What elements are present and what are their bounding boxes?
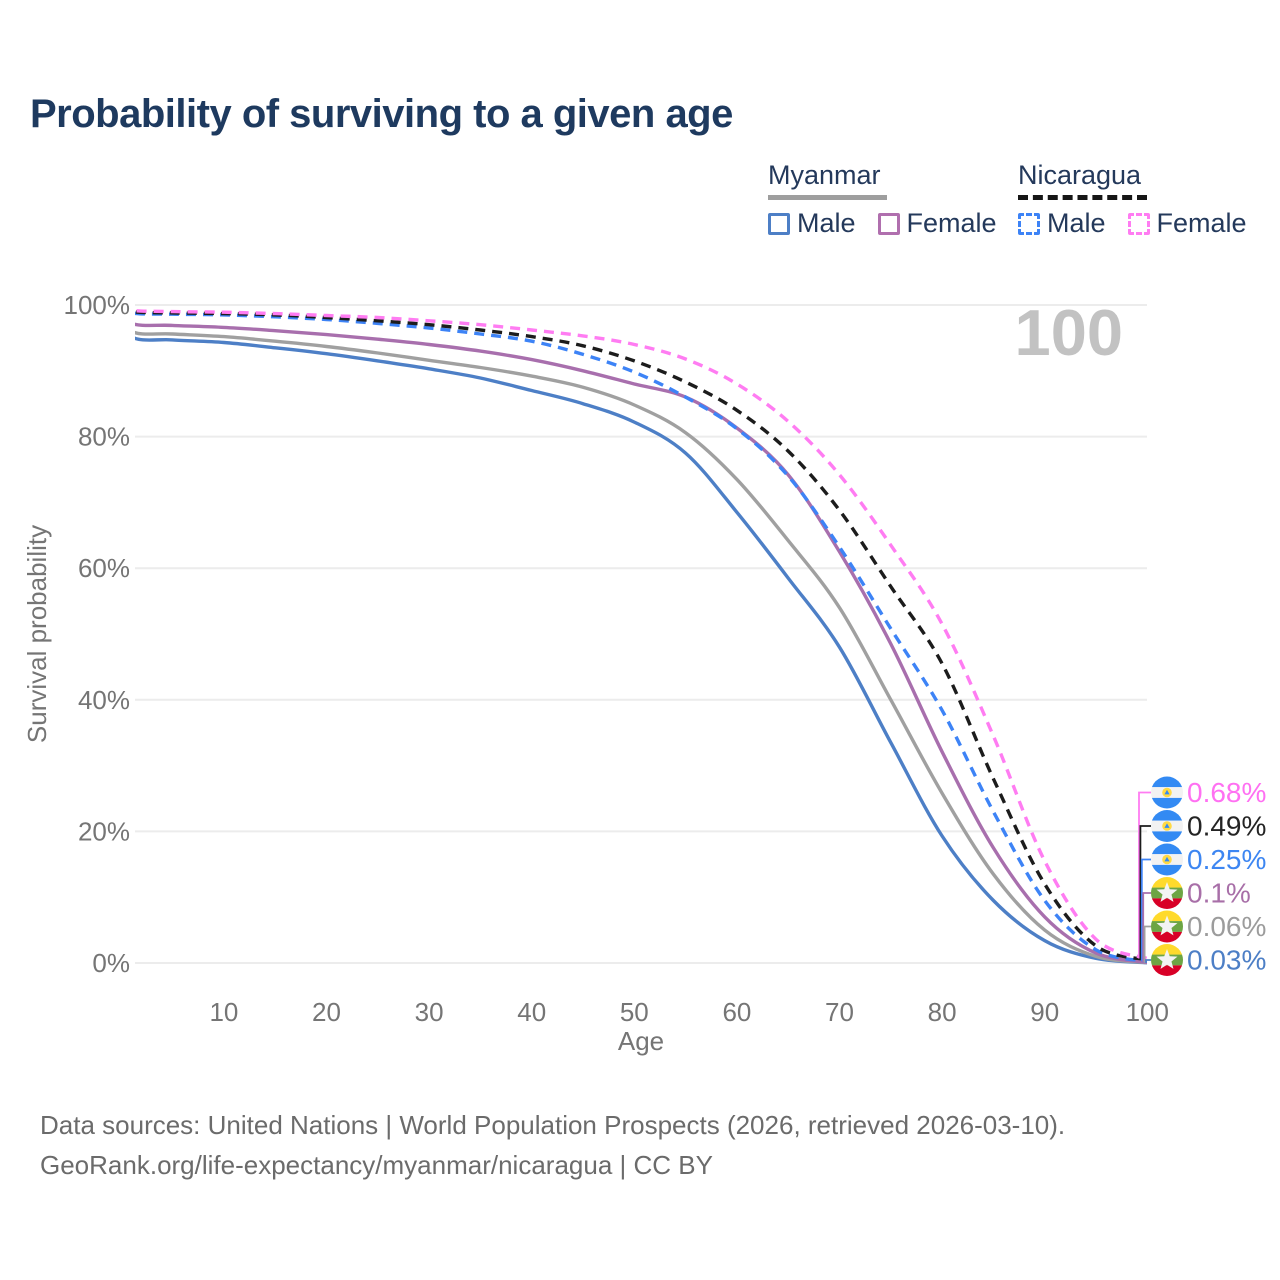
legend-item-nicaragua-female[interactable]: Female [1127,208,1247,239]
myanmar-male-swatch-icon[interactable] [768,212,790,235]
curve-myanmar-female[interactable] [121,305,1147,964]
end-value-label: 0.49% [1187,811,1266,842]
legend-country-nicaragua[interactable]: Nicaragua [1018,160,1148,200]
curve-nicaragua-male[interactable] [121,305,1147,964]
nicaragua-flag-icon [1151,776,1183,809]
end-value-label: 0.25% [1187,844,1266,875]
leader-line [1139,825,1151,960]
nicaragua-flag-icon [1151,810,1183,842]
x-axis-tick-label: 60 [722,997,751,1027]
page-title: Probability of surviving to a given age [30,92,733,136]
x-axis-tick-label: 90 [1030,997,1059,1027]
legend-item-myanmar-male[interactable]: Male [768,208,856,239]
nicaragua-male-swatch-icon[interactable] [1018,212,1040,235]
myanmar-female-swatch-icon[interactable] [877,212,900,235]
leader-line [1145,959,1151,963]
y-axis-tick-label: 80% [78,422,130,452]
x-axis-tick-label: 70 [825,997,854,1027]
x-axis-tick-label: 50 [620,997,649,1027]
curve-myanmar-male[interactable] [121,305,1147,965]
legend-item-label: Female [1156,208,1247,238]
x-axis-tick-label: 20 [312,997,341,1027]
x-axis-tick-label: 10 [209,997,238,1027]
legend: Myanmar Male Female Nicaragua Male [0,160,1280,240]
myanmar-flag-icon [1151,944,1183,976]
legend-item-label: Male [1047,208,1106,238]
myanmar-flag-icon [1151,877,1183,909]
legend-country-myanmar[interactable]: Myanmar [768,160,887,200]
survival-probability-chart: 0% 20% 40% 60% 80% 100% 10 20 30 40 50 60 70 80 90 100 A… [22,290,1266,1056]
x-axis-tick-label: 100 [1126,997,1169,1027]
nicaragua-flag-icon [1151,843,1183,876]
leader-line [1142,892,1151,963]
legend-group-myanmar: Myanmar Male Female [768,160,997,239]
x-axis-tick-label: 80 [928,997,957,1027]
legend-group-nicaragua: Nicaragua Male Female [1018,160,1247,239]
attribution-text: GeoRank.org/life-expectancy/myanmar/nica… [40,1150,713,1180]
leader-line [1140,858,1151,962]
legend-item-myanmar-female[interactable]: Female [877,208,997,239]
y-axis-tick-label: 20% [78,816,130,846]
y-axis-tick-label: 60% [78,553,130,583]
x-axis-title: Age [618,1026,664,1056]
legend-item-label: Male [797,208,856,238]
legend-item-nicaragua-male[interactable]: Male [1018,208,1106,239]
leader-line [1143,925,1151,963]
nicaragua-female-swatch-icon[interactable] [1127,212,1150,235]
x-axis-tick-label: 30 [415,997,444,1027]
y-axis-tick-label: 0% [92,948,130,978]
legend-item-label: Female [906,208,997,238]
x-axis-tick-label: 40 [517,997,546,1027]
footer: Data sources: United Nations | World Pop… [40,1105,1065,1185]
y-axis-tick-label: 100% [64,290,131,320]
end-value-label: 0.06% [1187,911,1266,942]
y-axis-tick-label: 40% [78,685,130,715]
curve-myanmar-both-sexes[interactable] [121,305,1147,965]
curve-nicaragua-both-sexes[interactable] [121,305,1147,962]
leader-line [1138,791,1151,959]
curve-nicaragua-female[interactable] [121,305,1147,961]
age-counter-watermark: 100 [1014,296,1123,369]
y-axis-title: Survival probability [22,525,52,743]
end-value-label: 0.1% [1187,878,1251,909]
end-value-label: 0.68% [1187,777,1266,808]
end-value-label: 0.03% [1187,945,1266,976]
myanmar-flag-icon [1151,910,1183,943]
data-sources-text: Data sources: United Nations | World Pop… [40,1110,1066,1140]
